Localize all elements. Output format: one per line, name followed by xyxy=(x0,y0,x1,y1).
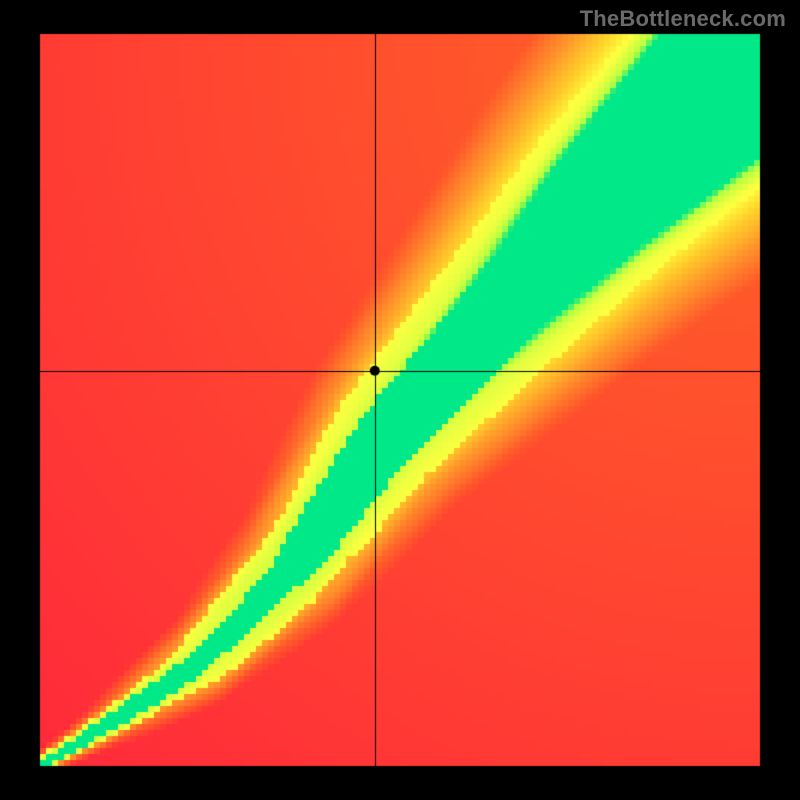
watermark-text: TheBottleneck.com xyxy=(580,6,786,32)
heatmap-canvas xyxy=(0,0,800,800)
chart-container: TheBottleneck.com xyxy=(0,0,800,800)
